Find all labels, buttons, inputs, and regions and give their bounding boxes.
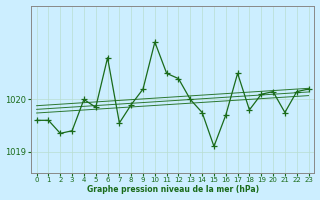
X-axis label: Graphe pression niveau de la mer (hPa): Graphe pression niveau de la mer (hPa) — [86, 185, 259, 194]
